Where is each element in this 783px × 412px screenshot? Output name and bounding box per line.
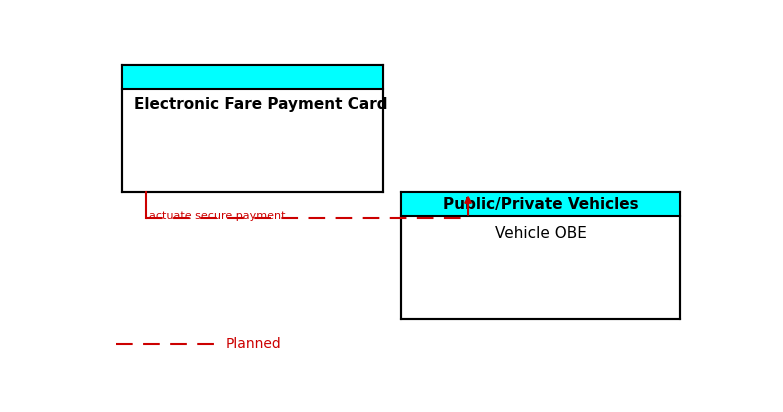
Bar xyxy=(122,65,383,89)
Bar xyxy=(402,192,680,319)
Text: Electronic Fare Payment Card: Electronic Fare Payment Card xyxy=(135,97,388,112)
Text: Planned: Planned xyxy=(226,337,281,351)
Text: Public/Private Vehicles: Public/Private Vehicles xyxy=(443,197,639,212)
Bar xyxy=(402,192,680,216)
Text: actuate secure payment: actuate secure payment xyxy=(150,211,286,221)
Bar xyxy=(122,65,383,192)
Text: Vehicle OBE: Vehicle OBE xyxy=(495,225,586,241)
